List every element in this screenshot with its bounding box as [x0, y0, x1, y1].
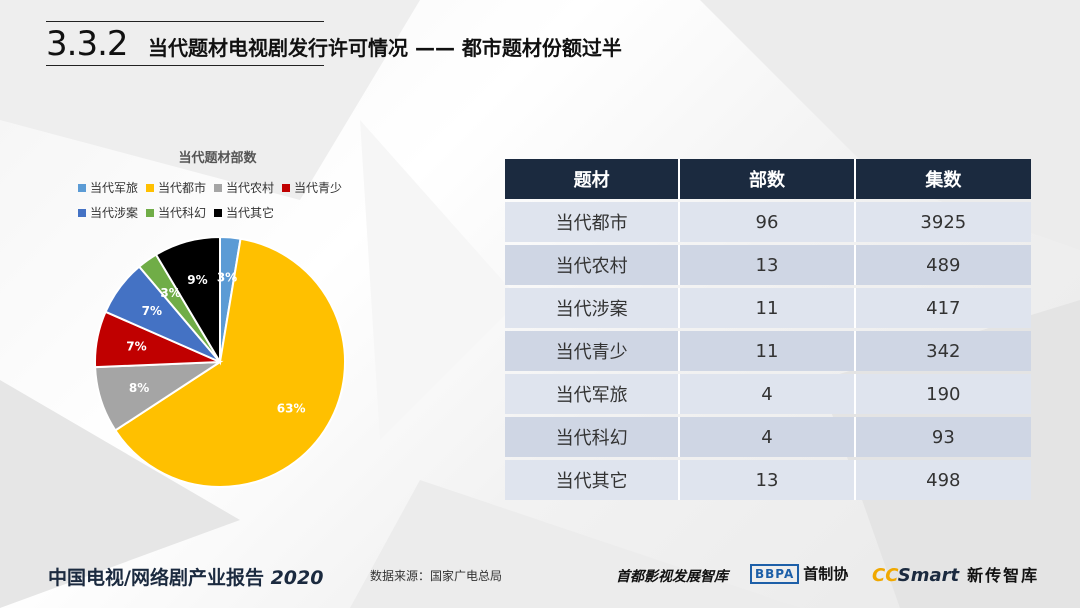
legend-label: 当代其它: [226, 206, 275, 220]
cell-count: 13: [680, 245, 856, 285]
pie-chart: 3% 63% 8% 7% 7% 3% 9%: [94, 235, 346, 488]
legend-item-other: 当代其它: [214, 204, 274, 221]
legend-row-2: 当代涉案 当代科幻 当代其它: [78, 204, 378, 221]
legend-swatch: [78, 208, 86, 217]
org-bbpa: BBPA 首制协: [750, 563, 848, 584]
legend-swatch: [78, 183, 86, 192]
pie-label-2: 8%: [129, 381, 149, 395]
org-ccsmart: CCSmart 新传智库: [872, 562, 1039, 586]
pie-label-6: 9%: [187, 273, 207, 287]
cell-genre: 当代都市: [505, 202, 681, 242]
legend-label: 当代农村: [226, 181, 275, 195]
page-title: 当代题材电视剧发行许可情况 —— 都市题材份额过半: [148, 36, 622, 60]
cell-episodes: 489: [855, 245, 1031, 285]
table-row: 当代军旅 4 190: [505, 374, 1031, 414]
chart-legend: 当代军旅 当代都市 当代农村 当代青少 当代涉案 当代科幻 当代其它: [78, 179, 378, 229]
cell-genre: 当代农村: [505, 245, 681, 285]
ccsmart-logo-smart: Smart: [897, 565, 960, 586]
cell-count: 4: [680, 417, 856, 457]
table-row: 当代都市 96 3925: [505, 202, 1031, 242]
legend-item-crime: 当代涉案: [78, 204, 138, 221]
header-genre: 题材: [505, 159, 681, 199]
cell-genre: 当代军旅: [505, 374, 681, 414]
cell-genre: 当代涉案: [505, 288, 681, 328]
pie-label-1: 63%: [277, 401, 306, 415]
report-title: 中国电视/网络剧产业报告 2020: [48, 563, 323, 590]
legend-item-youth: 当代青少: [282, 179, 342, 196]
genre-table: 题材 部数 集数 当代都市 96 3925 当代农村 13 489 当代涉案 1…: [505, 156, 1031, 503]
legend-label: 当代青少: [294, 181, 343, 195]
cell-episodes: 93: [855, 417, 1031, 457]
legend-swatch: [146, 183, 155, 192]
ccsmart-logo-cc: CC: [872, 565, 898, 586]
report-title-text: 中国电视/网络剧产业报告: [48, 567, 264, 589]
cell-episodes: 417: [855, 288, 1031, 328]
cell-genre: 当代科幻: [505, 417, 681, 457]
section-number: 3.3.2: [46, 24, 129, 64]
cell-count: 11: [680, 288, 856, 328]
legend-label: 当代涉案: [90, 206, 139, 220]
bbpa-logo: BBPA: [750, 563, 800, 584]
cell-count: 11: [680, 331, 856, 371]
pie-slice-6: [154, 235, 221, 366]
ccsmart-logo: CCSmart: [872, 565, 959, 586]
table-header-row: 题材 部数 集数: [505, 159, 1031, 199]
legend-item-scifi: 当代科幻: [146, 204, 206, 221]
report-year: 2020: [270, 567, 324, 589]
header-count: 部数: [680, 159, 856, 199]
data-source: 数据来源：国家广电总局: [370, 569, 503, 583]
legend-label: 当代科幻: [158, 206, 207, 220]
data-table: 题材 部数 集数 当代都市 96 3925 当代农村 13 489 当代涉案 1…: [505, 156, 1031, 503]
legend-swatch: [214, 183, 223, 192]
cell-genre: 当代其它: [505, 460, 681, 500]
table-row: 当代其它 13 498: [505, 460, 1031, 500]
pie-label-5: 3%: [160, 286, 180, 300]
org-capital-film-think-tank: 首都影视发展智库: [616, 569, 728, 585]
legend-item-military: 当代军旅: [78, 179, 138, 196]
cell-count: 96: [680, 202, 856, 242]
chart-title: 当代题材部数: [178, 151, 257, 166]
title-rule-bottom: [46, 65, 324, 66]
legend-swatch: [282, 183, 291, 192]
legend-item-rural: 当代农村: [214, 179, 274, 196]
legend-row-1: 当代军旅 当代都市 当代农村 当代青少: [78, 179, 378, 196]
pie-slice-1: [113, 237, 346, 488]
legend-swatch: [146, 208, 155, 217]
legend-label: 当代军旅: [90, 181, 139, 195]
header-episodes: 集数: [855, 159, 1031, 199]
bbpa-name: 首制协: [803, 565, 849, 583]
table-row: 当代农村 13 489: [505, 245, 1031, 285]
legend-swatch: [214, 208, 223, 217]
pie-label-0: 3%: [217, 270, 237, 284]
title-rule-top: [46, 21, 324, 22]
cell-episodes: 3925: [855, 202, 1031, 242]
cell-count: 13: [680, 460, 856, 500]
cell-episodes: 498: [855, 460, 1031, 500]
pie-label-4: 7%: [142, 304, 162, 318]
legend-item-urban: 当代都市: [146, 179, 206, 196]
cell-count: 4: [680, 374, 856, 414]
ccsmart-name: 新传智库: [967, 566, 1040, 585]
cell-genre: 当代青少: [505, 331, 681, 371]
cell-episodes: 190: [855, 374, 1031, 414]
cell-episodes: 342: [855, 331, 1031, 371]
legend-label: 当代都市: [158, 181, 207, 195]
table-row: 当代青少 11 342: [505, 331, 1031, 371]
table-row: 当代涉案 11 417: [505, 288, 1031, 328]
pie-label-3: 7%: [126, 339, 146, 353]
table-row: 当代科幻 4 93: [505, 417, 1031, 457]
